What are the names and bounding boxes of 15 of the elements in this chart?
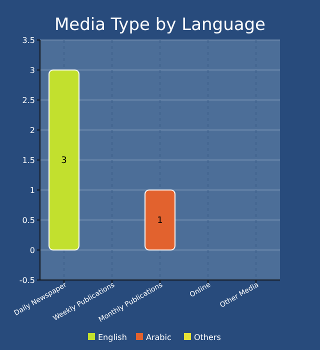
y-tick-label: 0 — [30, 246, 35, 255]
y-tick-label: 3 — [30, 66, 35, 75]
data-label: 1 — [157, 216, 163, 226]
y-tick-label: 3.5 — [22, 36, 35, 45]
y-tick-label: 1 — [30, 186, 35, 195]
data-label: 3 — [61, 156, 67, 166]
y-tick-label: -0.5 — [19, 276, 35, 285]
legend-label: English — [98, 333, 127, 342]
y-tick-label: 2 — [30, 126, 35, 135]
legend-label: Others — [194, 333, 221, 342]
y-tick-label: 2.5 — [22, 96, 35, 105]
legend-label: Arabic — [146, 333, 172, 342]
chart-title: Media Type by Language — [54, 15, 266, 35]
y-tick-label: 1.5 — [22, 156, 35, 165]
y-tick-label: 0.5 — [22, 216, 35, 225]
